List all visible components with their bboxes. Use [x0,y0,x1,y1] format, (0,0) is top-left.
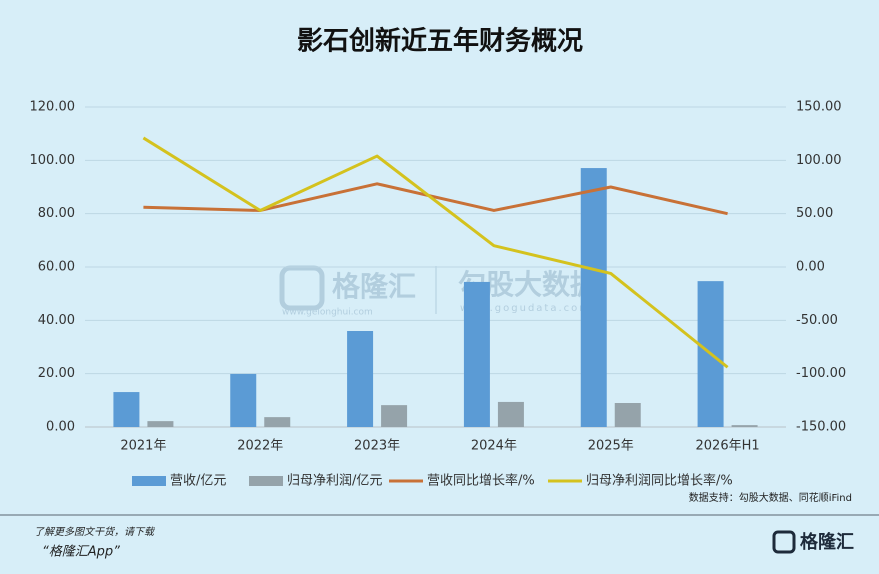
footer-note: 了解更多图文干货，请下载 [34,526,156,538]
y-tick-label: 20.00 [38,366,75,381]
bar [731,425,758,427]
x-tick-label: 2022年 [237,439,283,454]
footer-logo: 格隆汇 [800,531,854,553]
x-tick-label: 2023年 [354,439,400,454]
y-tick-label: 100.00 [30,153,76,168]
legend-label: 营收同比增长率/% [427,473,535,489]
y2-tick-label: 0.00 [796,260,825,275]
bar [264,417,291,427]
y2-tick-label: 50.00 [796,206,833,221]
chart-title: 影石创新近五年财务概况 [297,26,583,57]
y2-tick-label: -150.00 [796,420,846,435]
x-tick-label: 2025年 [588,439,634,454]
bar [147,421,174,427]
y-tick-label: 120.00 [30,100,76,115]
y2-tick-label: -50.00 [796,313,838,328]
bar [497,401,524,427]
watermark-url: www.gelonghui.com [282,308,373,318]
y-tick-label: 60.00 [38,260,75,275]
line [143,182,728,216]
y2-tick-label: 150.00 [796,100,842,115]
legend-swatch [249,476,283,486]
source: 数据支持：勾股大数据、同花顺iFind [689,491,852,504]
x-tick-label: 2021年 [120,439,166,454]
bar [463,281,490,427]
bar [230,373,257,427]
bar [113,392,140,427]
legend-label: 归母净利润/亿元 [287,474,382,489]
line [142,136,729,369]
footer-app: “格隆汇App” [42,545,120,560]
bar [614,403,641,427]
legend-swatch [132,476,166,486]
x-tick-label: 2026年H1 [696,439,760,454]
watermark-logo [279,265,325,311]
bar [347,331,374,427]
watermark: 格隆汇 www.gelonghui.com 勾股大数据 www.gogudata… [279,265,598,318]
legend-label: 归母净利润同比增长率/% [586,473,733,489]
x-tick-label: 2024年 [471,439,517,454]
y-tick-label: 40.00 [38,313,75,328]
watermark-partner-url: www.gogudata.com [460,303,591,314]
y2-tick-label: -100.00 [796,366,846,381]
y-tick-label: 0.00 [46,420,75,435]
y-tick-label: 80.00 [38,206,75,221]
footer-logo-icon [772,530,796,554]
bar [580,168,607,428]
watermark-brand: 格隆汇 [332,270,416,303]
legend-label: 营收/亿元 [170,474,226,489]
y2-tick-label: 100.00 [796,153,842,168]
bar [381,405,408,427]
